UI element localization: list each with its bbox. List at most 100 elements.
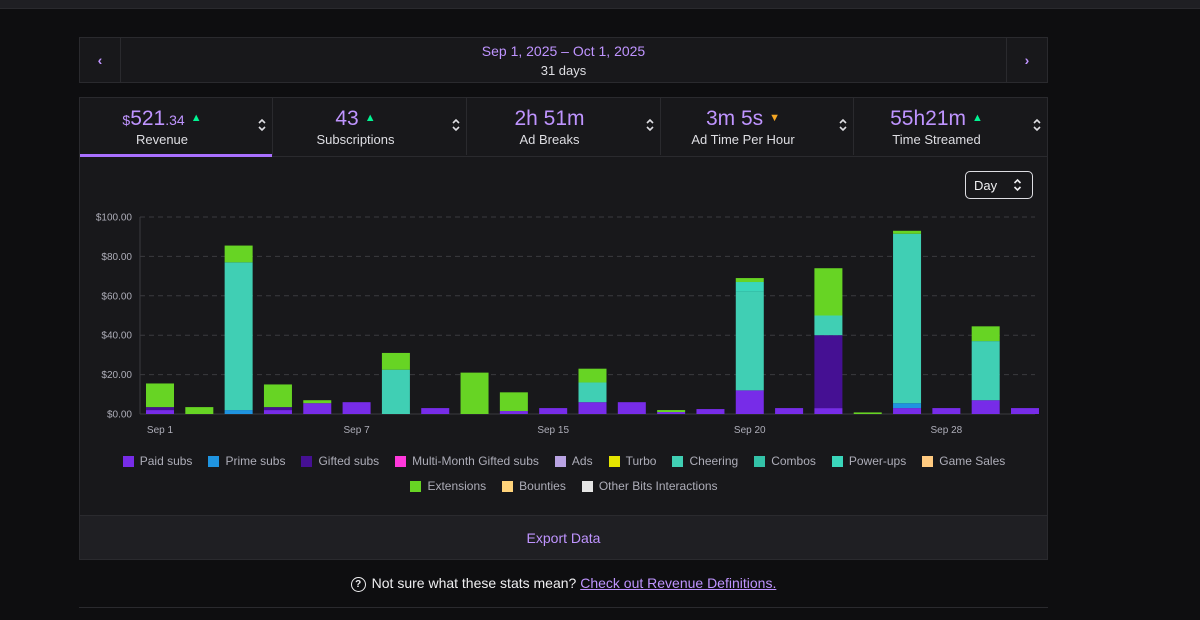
help-row: ? Not sure what these stats mean? Check o… — [0, 575, 1127, 593]
y-tick-label: $20.00 — [101, 370, 132, 381]
granularity-value: Day — [974, 178, 998, 193]
revenue-label: Revenue — [135, 132, 189, 147]
help-question: Not sure what these stats mean? — [371, 575, 577, 591]
bar-segment — [578, 368, 607, 383]
bar-segment — [657, 410, 686, 413]
bar-segment — [421, 408, 450, 414]
legend-item[interactable]: Other Bits Interactions — [581, 479, 718, 493]
legend-item[interactable]: Game Sales — [922, 454, 1005, 468]
bar-segment — [814, 408, 843, 414]
legend-item[interactable]: Combos — [754, 454, 816, 468]
legend-label: Multi-Month Gifted subs — [412, 454, 539, 468]
date-range-days: 31 days — [540, 63, 587, 78]
bar-segment — [499, 411, 528, 414]
ad-breaks-label: Ad Breaks — [519, 132, 580, 147]
bar-segment — [893, 408, 922, 414]
legend-item[interactable]: Cheering — [672, 454, 738, 468]
legend-label: Extensions — [427, 479, 487, 493]
subscriptions-value: 43 ▲ — [335, 107, 376, 130]
active-tab-indicator — [80, 154, 272, 157]
bar-segment — [224, 245, 253, 263]
bar-segment — [578, 382, 607, 403]
bar-segment — [381, 369, 410, 414]
bar-segment — [735, 390, 764, 414]
granularity-select[interactable]: Day — [965, 171, 1033, 199]
legend-swatch — [608, 455, 620, 467]
legend-label: Game Sales — [939, 454, 1006, 468]
bar-segment — [578, 402, 607, 414]
select-chevron-icon — [1013, 178, 1022, 192]
bar-segment — [971, 341, 1000, 401]
trend-down-icon: ▼ — [769, 112, 781, 124]
bar-segment — [893, 403, 922, 409]
trend-up-icon: ▲ — [972, 112, 983, 124]
x-tick-label: Sep 15 — [537, 425, 569, 436]
legend-swatch — [672, 455, 684, 467]
export-data-button[interactable]: Export Data — [79, 515, 1048, 560]
bar-segment — [263, 410, 292, 414]
bar-segment — [146, 383, 174, 408]
ad-breaks-value: 2h 51m — [514, 107, 585, 130]
y-tick-label: $80.00 — [101, 252, 132, 263]
x-tick-label: Sep 1 — [147, 425, 174, 436]
legend-item[interactable]: Turbo — [608, 454, 656, 468]
legend-label: Prime subs — [225, 454, 286, 468]
tab-revenue[interactable]: $521.34 ▲ Revenue — [80, 98, 273, 157]
bar-segment — [893, 233, 922, 404]
bar-segment — [1011, 408, 1039, 414]
bar-segment — [224, 262, 253, 411]
next-period-button[interactable]: › — [1006, 38, 1047, 82]
legend-label: Other Bits Interactions — [598, 479, 718, 493]
bar-segment — [971, 400, 1000, 414]
legend-swatch — [301, 455, 313, 467]
revenue-bar-chart: $0.00 $20.00 $40.00 $60.00 $80.00 $100.00 Sep … — [96, 213, 1039, 436]
question-circle-icon: ? — [350, 577, 366, 592]
time-streamed-value: 55h21m ▲ — [890, 107, 983, 130]
legend-swatch — [581, 480, 593, 492]
bar-segment — [303, 403, 332, 414]
tab-ad-breaks[interactable]: 2h 51m Ad Breaks — [467, 98, 661, 155]
trend-up-icon: ▲ — [364, 112, 376, 124]
bar-segment — [657, 412, 686, 414]
bar-segment — [303, 400, 332, 404]
tab-subscriptions[interactable]: 43 ▲ Subscriptions — [273, 98, 467, 155]
legend-label: Combos — [771, 454, 816, 468]
sort-icon — [839, 118, 847, 132]
bar-segment — [893, 230, 922, 234]
legend-label: Bounties — [519, 479, 566, 493]
tab-time-streamed[interactable]: 55h21m ▲ Time Streamed — [854, 98, 1047, 155]
bar-segment — [696, 409, 725, 414]
revenue-definitions-link[interactable]: Check out Revenue Definitions. — [580, 575, 777, 591]
bar-segment — [224, 410, 253, 414]
divider — [79, 607, 1048, 608]
revenue-value: $521.34 ▲ — [122, 107, 202, 130]
y-tick-label: $40.00 — [101, 331, 132, 342]
bar-segment — [775, 408, 804, 414]
subscriptions-label: Subscriptions — [316, 132, 395, 147]
sort-icon — [452, 118, 460, 132]
legend-swatch — [410, 480, 422, 492]
x-tick-label: Sep 28 — [931, 425, 963, 436]
legend-item[interactable]: Multi-Month Gifted subs — [395, 454, 539, 468]
legend-swatch — [554, 455, 566, 467]
bar-segment — [735, 282, 764, 292]
chevron-left-icon: ‹ — [97, 52, 103, 68]
legend-item[interactable]: Prime subs — [208, 454, 285, 468]
bar-segment — [539, 408, 568, 414]
tab-ad-time-per-hour[interactable]: 3m 5s ▼ Ad Time Per Hour — [661, 98, 854, 155]
legend-item[interactable]: Bounties — [502, 479, 566, 493]
legend-swatch — [122, 455, 134, 467]
legend-item[interactable]: Power-ups — [831, 454, 906, 468]
legend-swatch — [395, 455, 407, 467]
legend-item[interactable]: Extensions — [410, 479, 486, 493]
legend-item[interactable]: Ads — [554, 454, 593, 468]
bar-segment — [185, 407, 214, 414]
legend-item[interactable]: Gifted subs — [301, 454, 379, 468]
previous-period-button[interactable]: ‹ — [80, 38, 121, 82]
bar-segment — [381, 352, 410, 370]
legend-swatch — [754, 455, 766, 467]
metric-tabs: $521.34 ▲ Revenue 43 ▲ Subscriptions 2h 51… — [80, 98, 1047, 157]
legend-label: Cheering — [689, 454, 739, 468]
legend-item[interactable]: Paid subs — [122, 454, 192, 468]
y-tick-label: $0.00 — [107, 410, 132, 421]
